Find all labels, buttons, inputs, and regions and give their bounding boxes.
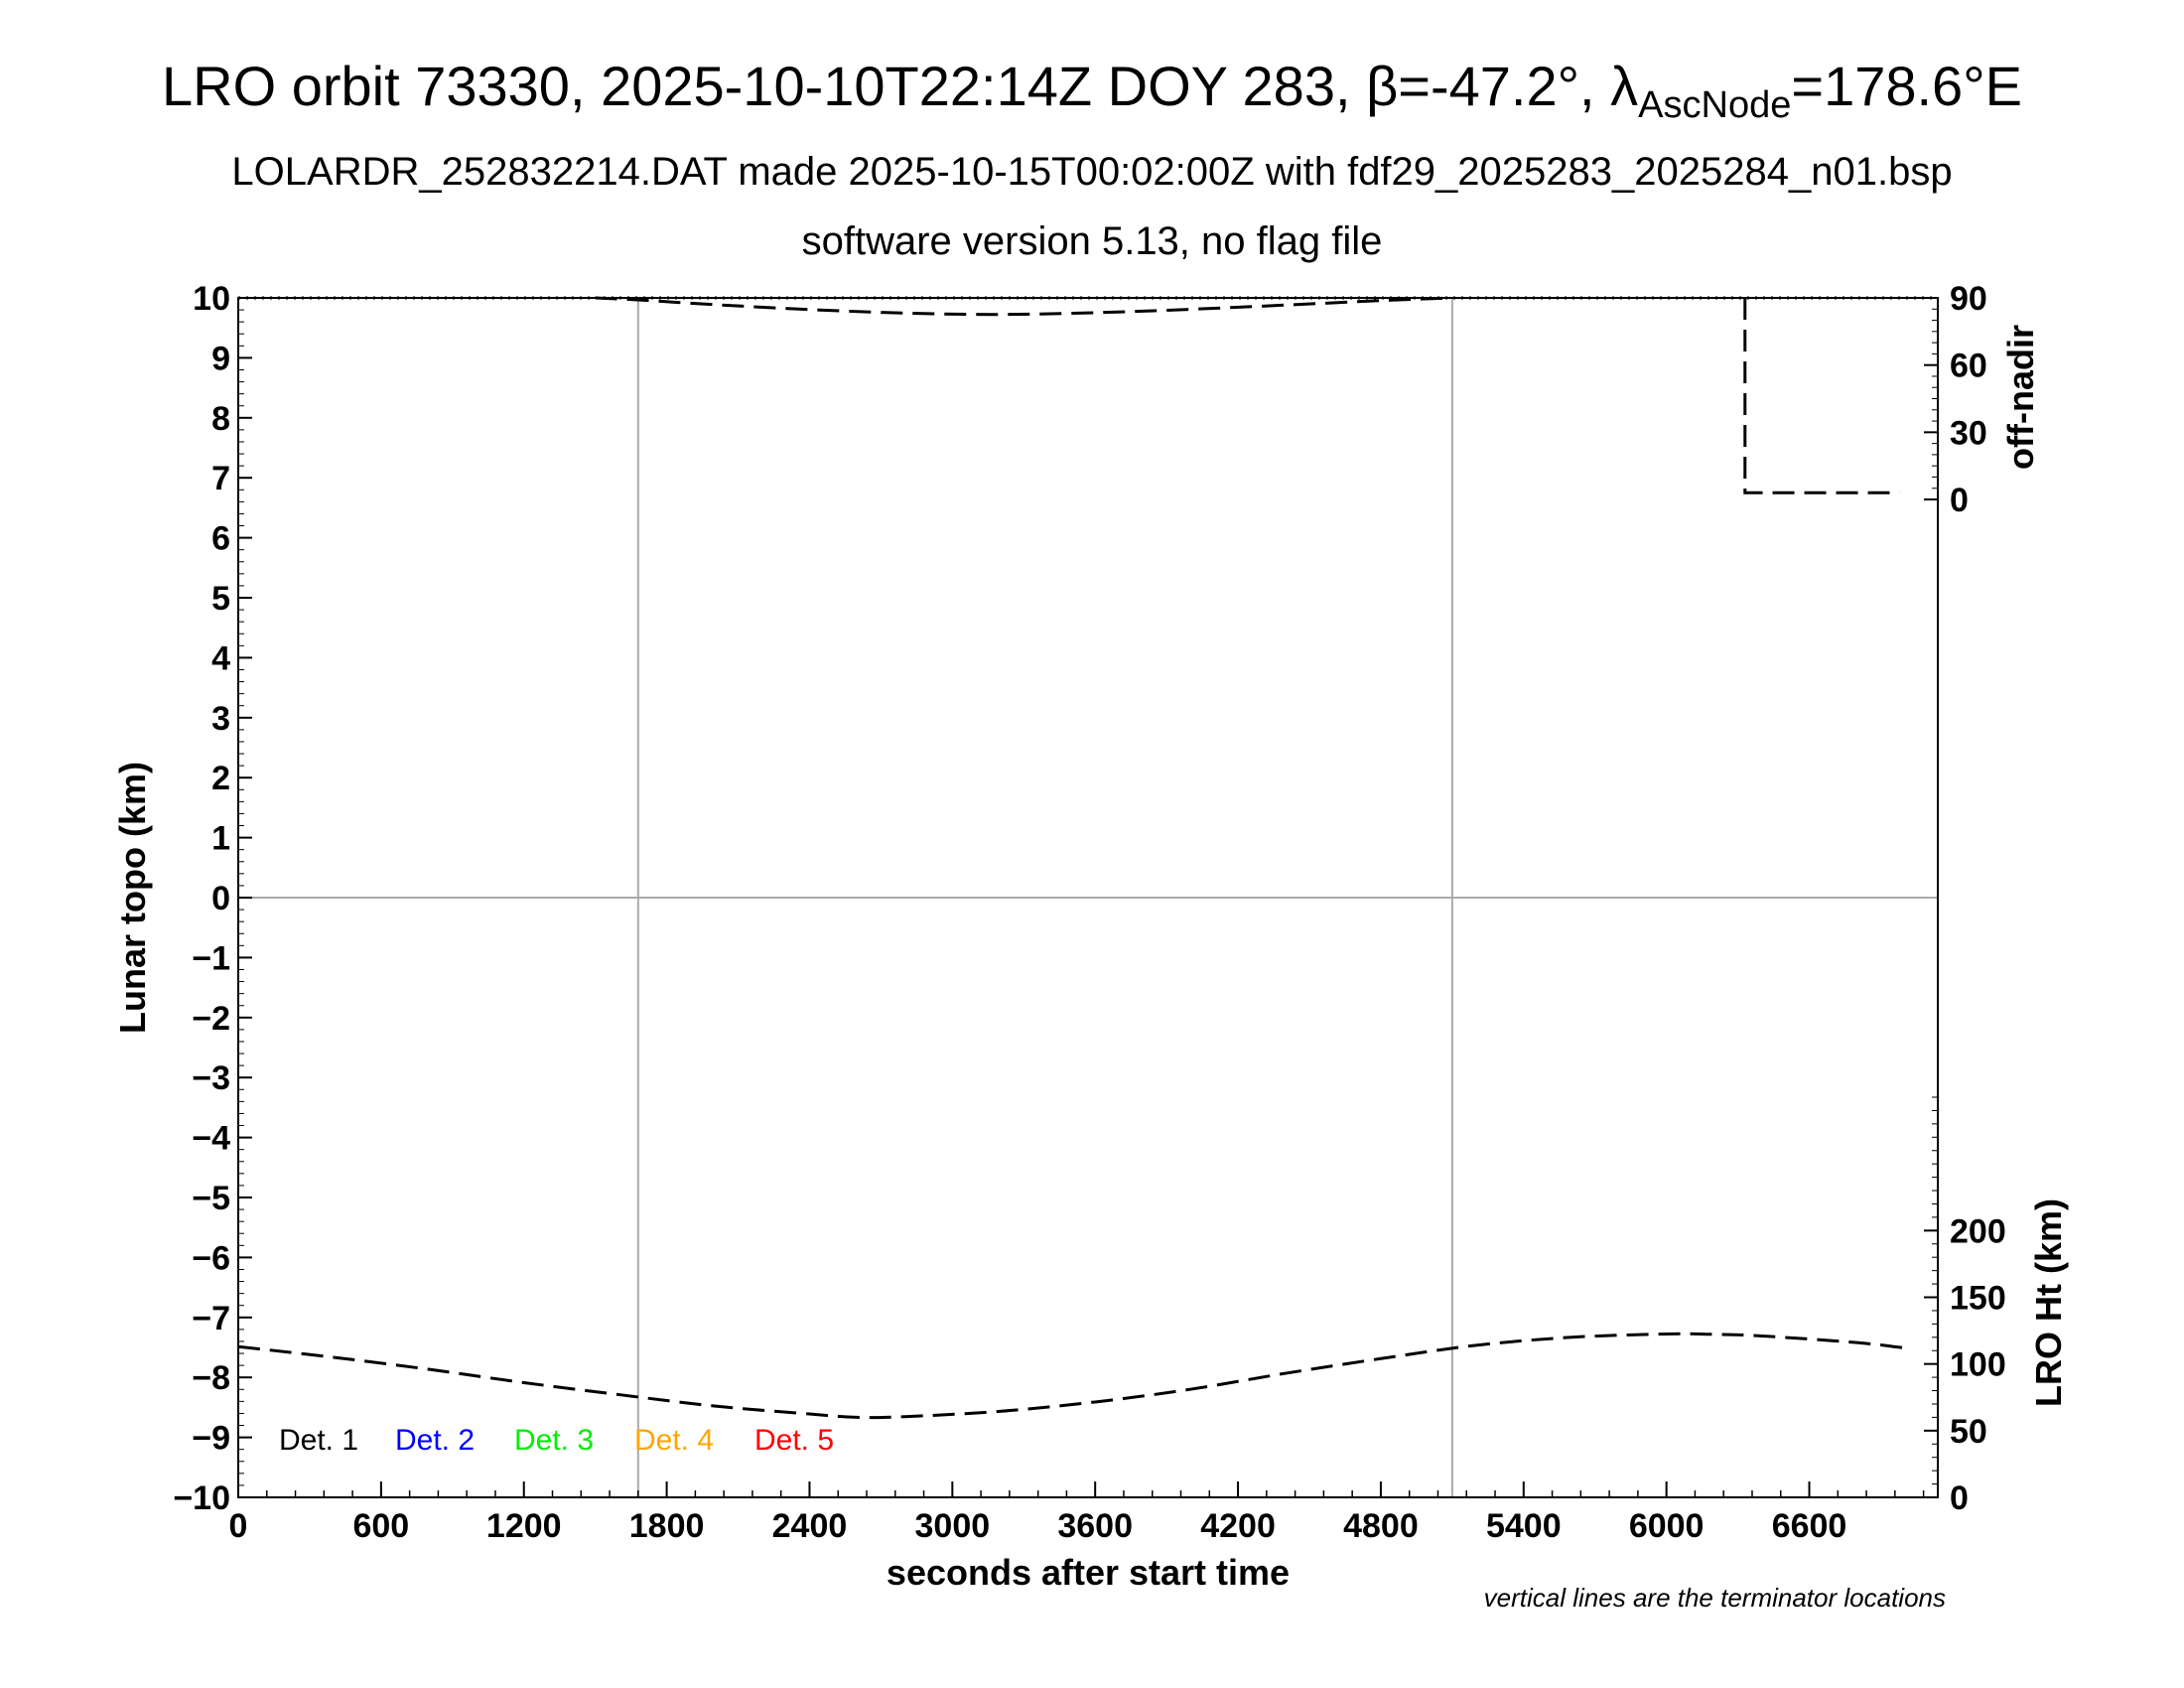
chart-subtitle-software: software version 5.13, no flag file bbox=[802, 219, 1383, 263]
y-tick-label: 8 bbox=[211, 400, 230, 438]
terminator-note: vertical lines are the terminator locati… bbox=[1484, 1583, 1946, 1613]
legend: Det. 1 Det. 2 Det. 3 Det. 4 Det. 5 bbox=[279, 1424, 834, 1457]
lro-ht-tick-label: 0 bbox=[1950, 1479, 1969, 1517]
chart-title-tail: =178.6°E bbox=[1791, 55, 2022, 117]
y-tick-label: 4 bbox=[211, 639, 230, 677]
y-tick-label: −6 bbox=[192, 1239, 230, 1277]
y-tick-label: 5 bbox=[211, 580, 230, 618]
x-tick-label: 2400 bbox=[772, 1507, 848, 1545]
lro-ht-axis-label: LRO Ht (km) bbox=[2028, 1198, 2069, 1407]
x-tick-label: 4200 bbox=[1200, 1507, 1276, 1545]
tick-layer bbox=[237, 297, 1938, 1498]
legend-det-3: Det. 3 bbox=[514, 1424, 594, 1457]
y-tick-label: 6 bbox=[211, 520, 230, 558]
x-tick-label: 600 bbox=[352, 1507, 409, 1545]
y-tick-label: 3 bbox=[211, 700, 230, 738]
y-tick-label: −3 bbox=[192, 1059, 230, 1097]
x-tick-label: 4800 bbox=[1343, 1507, 1419, 1545]
legend-det-4: Det. 4 bbox=[634, 1424, 714, 1457]
x-tick-label: 6600 bbox=[1772, 1507, 1847, 1545]
y-axis-label: Lunar topo (km) bbox=[112, 762, 153, 1034]
series-lro-ht-3 bbox=[237, 1332, 1905, 1420]
x-tick-label: 5400 bbox=[1486, 1507, 1562, 1545]
y-tick-label: 9 bbox=[211, 340, 230, 377]
y-tick-label: −5 bbox=[192, 1180, 230, 1217]
x-tick-label: 3000 bbox=[915, 1507, 991, 1545]
x-tick-label: 1200 bbox=[486, 1507, 562, 1545]
off-nadir-tick-label: 30 bbox=[1950, 414, 1987, 452]
y-tick-label: −8 bbox=[192, 1359, 230, 1397]
y-tick-label: 10 bbox=[193, 280, 230, 318]
label-layer: 0 600 1200 1800 2400 3000 3600 4200 4800 5400 6000… bbox=[173, 280, 2005, 1545]
x-tick-label: 6000 bbox=[1629, 1507, 1705, 1545]
off-nadir-axis-label: off-nadir bbox=[2000, 325, 2041, 470]
legend-det-2: Det. 2 bbox=[395, 1424, 475, 1457]
series-off-nadir-2 bbox=[1743, 298, 1900, 494]
lro-ht-tick-label: 50 bbox=[1950, 1413, 1987, 1451]
off-nadir-tick-label: 60 bbox=[1950, 348, 1987, 385]
chart-subtitle-file: LOLARDR_252832214.DAT made 2025-10-15T00… bbox=[231, 150, 1952, 194]
chart-title: LRO orbit 73330, 2025-10-10T22:14Z DOY 2… bbox=[162, 55, 2022, 126]
y-tick-label: 7 bbox=[211, 460, 230, 497]
legend-det-1: Det. 1 bbox=[279, 1424, 358, 1457]
series-layer bbox=[237, 296, 1905, 1420]
series-off-nadir-1 bbox=[595, 296, 1452, 317]
y-tick-label: −7 bbox=[192, 1300, 230, 1337]
lro-ht-tick-label: 150 bbox=[1950, 1280, 2006, 1318]
x-tick-label: 3600 bbox=[1057, 1507, 1133, 1545]
chart-title-main: LRO orbit 73330, 2025-10-10T22:14Z DOY 2… bbox=[162, 55, 1638, 117]
y-tick-label: 1 bbox=[211, 820, 230, 858]
y-tick-label: 0 bbox=[211, 880, 230, 917]
lro-ht-tick-label: 100 bbox=[1950, 1346, 2006, 1384]
off-nadir-tick-label: 90 bbox=[1950, 280, 1987, 318]
y-tick-label: −2 bbox=[192, 1000, 230, 1038]
legend-det-5: Det. 5 bbox=[754, 1424, 834, 1457]
chart-title-subscript: AscNode bbox=[1638, 84, 1791, 126]
x-axis-label: seconds after start time bbox=[887, 1552, 1290, 1593]
y-tick-label: −9 bbox=[192, 1420, 230, 1458]
grid-layer bbox=[238, 296, 1938, 1497]
y-tick-label: 2 bbox=[211, 760, 230, 797]
off-nadir-tick-label: 0 bbox=[1950, 482, 1969, 519]
lro-ht-tick-label: 200 bbox=[1950, 1212, 2006, 1250]
y-tick-label: −10 bbox=[173, 1479, 230, 1517]
y-tick-label: −1 bbox=[192, 939, 230, 977]
x-tick-label: 1800 bbox=[629, 1507, 705, 1545]
y-tick-label: −4 bbox=[192, 1120, 230, 1158]
x-tick-label: 0 bbox=[229, 1507, 248, 1545]
